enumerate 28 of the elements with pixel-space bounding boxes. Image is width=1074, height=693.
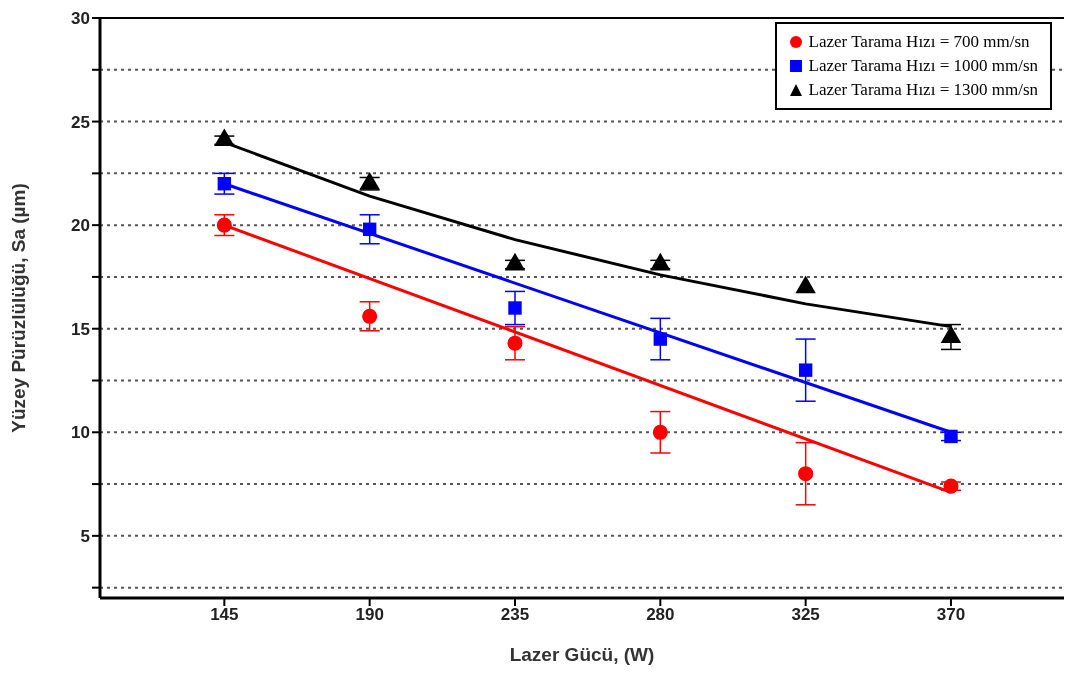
- x-tick-label: 370: [936, 605, 966, 625]
- y-tick-label: 20: [71, 216, 90, 236]
- point: [652, 424, 668, 440]
- point: [944, 429, 958, 444]
- point: [507, 335, 523, 351]
- point: [653, 332, 668, 346]
- x-axis-title: Lazer Gücü, (W): [509, 644, 655, 665]
- point: [798, 363, 813, 377]
- point: [362, 308, 378, 324]
- y-tick-label: 10: [71, 423, 90, 443]
- x-tick-label: 235: [500, 605, 530, 625]
- point: [217, 177, 232, 191]
- legend-label: Lazer Tarama Hızı = 700 mm/sn: [808, 31, 1030, 53]
- x-tick-label: 145: [210, 605, 239, 625]
- legend-label: Lazer Tarama Hızı = 1300 mm/sn: [808, 79, 1038, 101]
- y-tick-label: 30: [71, 9, 90, 29]
- y-axis-title: Yüzey Pürüzlülüğü, Sa (µm): [7, 183, 29, 433]
- legend-label: Lazer Tarama Hızı = 1000 mm/sn: [808, 55, 1038, 77]
- x-tick-label: 280: [646, 605, 675, 625]
- y-tick-label: 15: [71, 319, 90, 339]
- point: [362, 222, 377, 236]
- point: [798, 466, 814, 482]
- point: [508, 301, 522, 315]
- y-tick-label: 5: [80, 526, 90, 546]
- x-tick-label: 190: [355, 605, 384, 625]
- y-tick-label: 25: [71, 112, 90, 132]
- x-tick-label: 325: [791, 605, 820, 625]
- point: [214, 128, 235, 147]
